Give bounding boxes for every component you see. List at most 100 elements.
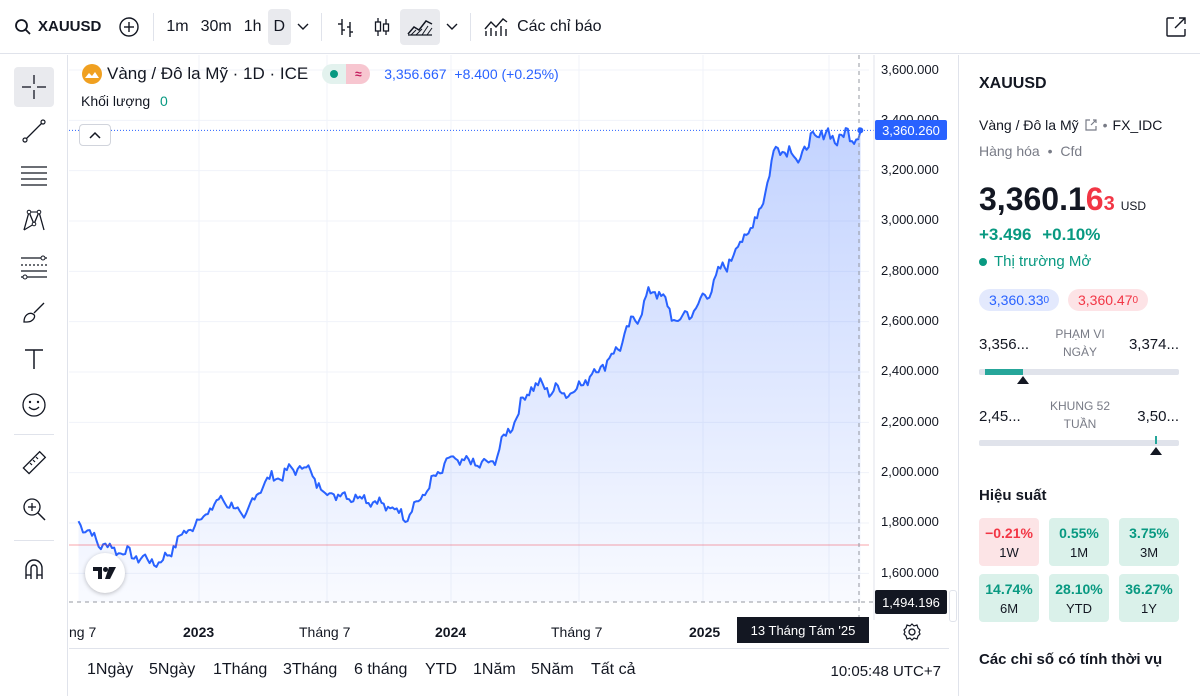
volume-value: 0 [160,93,168,109]
seasonals-title[interactable]: Các chỉ số có tính thời vụ [979,651,1163,668]
range-all[interactable]: Tất cả [591,661,636,678]
day-range-fill [985,369,1023,375]
open-new-window-button[interactable] [1158,9,1194,45]
perf-value: 3.75% [1129,524,1169,541]
external-link-icon[interactable] [1084,118,1098,132]
tradingview-logo-icon [93,567,116,579]
bar-chart-type-button[interactable] [328,9,364,45]
symbol-details-panel: XAUUSD Vàng / Đô la Mỹ • FX_IDC Hàng hóa… [958,55,1200,696]
tradingview-logo[interactable] [85,553,125,593]
symbol-name: XAUUSD [38,18,102,35]
drawing-toolbar [0,55,68,696]
panel-description-text[interactable]: Vàng / Đô la Mỹ [979,117,1079,133]
emoji-tool[interactable] [14,385,54,425]
market-status[interactable]: Thị trường Mở [979,253,1091,270]
week52-range-low: 2,45... [979,408,1021,425]
chevron-down-icon [446,23,458,30]
zoom-tool[interactable] [14,489,54,529]
magnet-tool[interactable] [14,550,54,590]
week52-range-tick [1155,436,1157,444]
panel-category: Hàng hóa • Cfd [979,143,1082,159]
week52-range-high: 3,50... [1137,408,1179,425]
interval-d[interactable]: D [267,8,292,45]
market-open-dot-icon [322,64,347,84]
interval-30m[interactable]: 30m [200,17,232,35]
brush-tool[interactable] [14,293,54,333]
axis-settings-button[interactable] [901,621,923,643]
perf-1w[interactable]: −0.21% 1W [979,518,1039,566]
horizontal-lines-icon [21,166,47,186]
day-range-track [979,369,1179,384]
time-label: Tháng 7 [551,624,603,640]
toolbar-divider [14,540,54,541]
crosshair-icon [22,75,46,99]
external-link-icon [1166,17,1186,37]
indicators-icon [484,17,508,36]
range-6m[interactable]: 6 tháng [354,661,408,678]
price-sup: 3 [1103,193,1115,215]
legend-symbol-title[interactable]: Vàng / Đô la Mỹ · 1D · ICE [107,64,309,83]
time-label: 2024 [435,624,467,640]
pattern-tool[interactable] [14,201,54,241]
search-icon [15,18,31,35]
chart-pane[interactable]: Vàng / Đô la Mỹ · 1D · ICE ≈ 3,356.667 +… [69,55,949,696]
perf-1y[interactable]: 36.27% 1Y [1119,574,1179,622]
compare-symbol-button[interactable] [111,9,147,45]
interval-dropdown-button[interactable] [291,9,315,45]
collapse-legend-button[interactable] [79,124,111,146]
fib-retracement-tool[interactable] [14,247,54,287]
text-tool[interactable] [14,339,54,379]
volume-legend[interactable]: Khối lượng 0 [81,93,168,109]
legend-status-toggle[interactable]: ≈ [322,64,371,84]
week52-range: 2,45... KHUNG 52 TUẦN 3,50... [959,397,1200,461]
perf-3m[interactable]: 3.75% 3M [1119,518,1179,566]
toolbar-divider [153,12,155,41]
interval-1h[interactable]: 1h [243,17,262,35]
chart-type-dropdown-button[interactable] [440,9,464,45]
ohlc-bars-icon [338,18,354,37]
symbol-search-button[interactable]: XAUUSD [0,8,111,46]
range-5d[interactable]: 5Ngày [149,661,196,678]
magnet-icon [25,559,43,579]
ask-price-sup: 0 [1132,294,1139,306]
add-circle-icon [119,16,140,37]
day-range-high: 3,374... [1128,336,1179,353]
interval-1m[interactable]: 1m [166,17,189,35]
range-3m[interactable]: 3Tháng [283,661,338,678]
separator-dot: • [1047,143,1053,159]
panel-symbol[interactable]: XAUUSD [979,75,1047,92]
legend-price: 3,356.667 [384,66,447,82]
xabcd-pattern-icon [23,209,45,231]
trendline-tool[interactable] [14,111,54,151]
range-1y[interactable]: 1Năm [473,661,516,678]
last-price-tag: 3,360.260 [875,120,947,140]
toolbar-divider [470,12,472,41]
ask-price: 3,360.47 [1078,292,1133,308]
panel-change: +3.496 +0.10% [979,225,1100,245]
perf-value: −0.21% [985,524,1033,541]
separator-dot: • [1102,117,1108,133]
perf-6m[interactable]: 14.74% 6M [979,574,1039,622]
day-range-label: PHẠM VI NGÀY [959,325,1200,361]
panel-collapse-handle[interactable] [949,590,957,622]
range-1m[interactable]: 1Tháng [213,661,268,678]
price-tick: 1,600.000 [881,565,939,580]
indicators-button[interactable]: Các chỉ báo [477,9,608,45]
timezone-clock[interactable]: 10:05:48 UTC+7 [830,663,942,680]
text-icon [25,349,43,369]
time-label: 2025 [689,624,721,640]
bid-price-sup: 0 [1043,294,1050,306]
range-5y[interactable]: 5Năm [531,661,574,678]
perf-ytd[interactable]: 28.10% YTD [1049,574,1109,622]
performance-title: Hiệu suất [979,487,1047,504]
range-ytd[interactable]: YTD [425,661,457,678]
area-chart-type-button[interactable] [400,8,441,45]
range-1d[interactable]: 1Ngày [87,661,134,678]
measure-tool[interactable] [14,443,54,483]
week52-range-label: KHUNG 52 TUẦN [959,397,1200,433]
price-chart[interactable] [69,55,949,648]
perf-1m[interactable]: 0.55% 1M [1049,518,1109,566]
horizontal-lines-tool[interactable] [14,155,54,195]
crosshair-tool[interactable] [14,67,54,107]
candle-chart-type-button[interactable] [364,9,400,45]
